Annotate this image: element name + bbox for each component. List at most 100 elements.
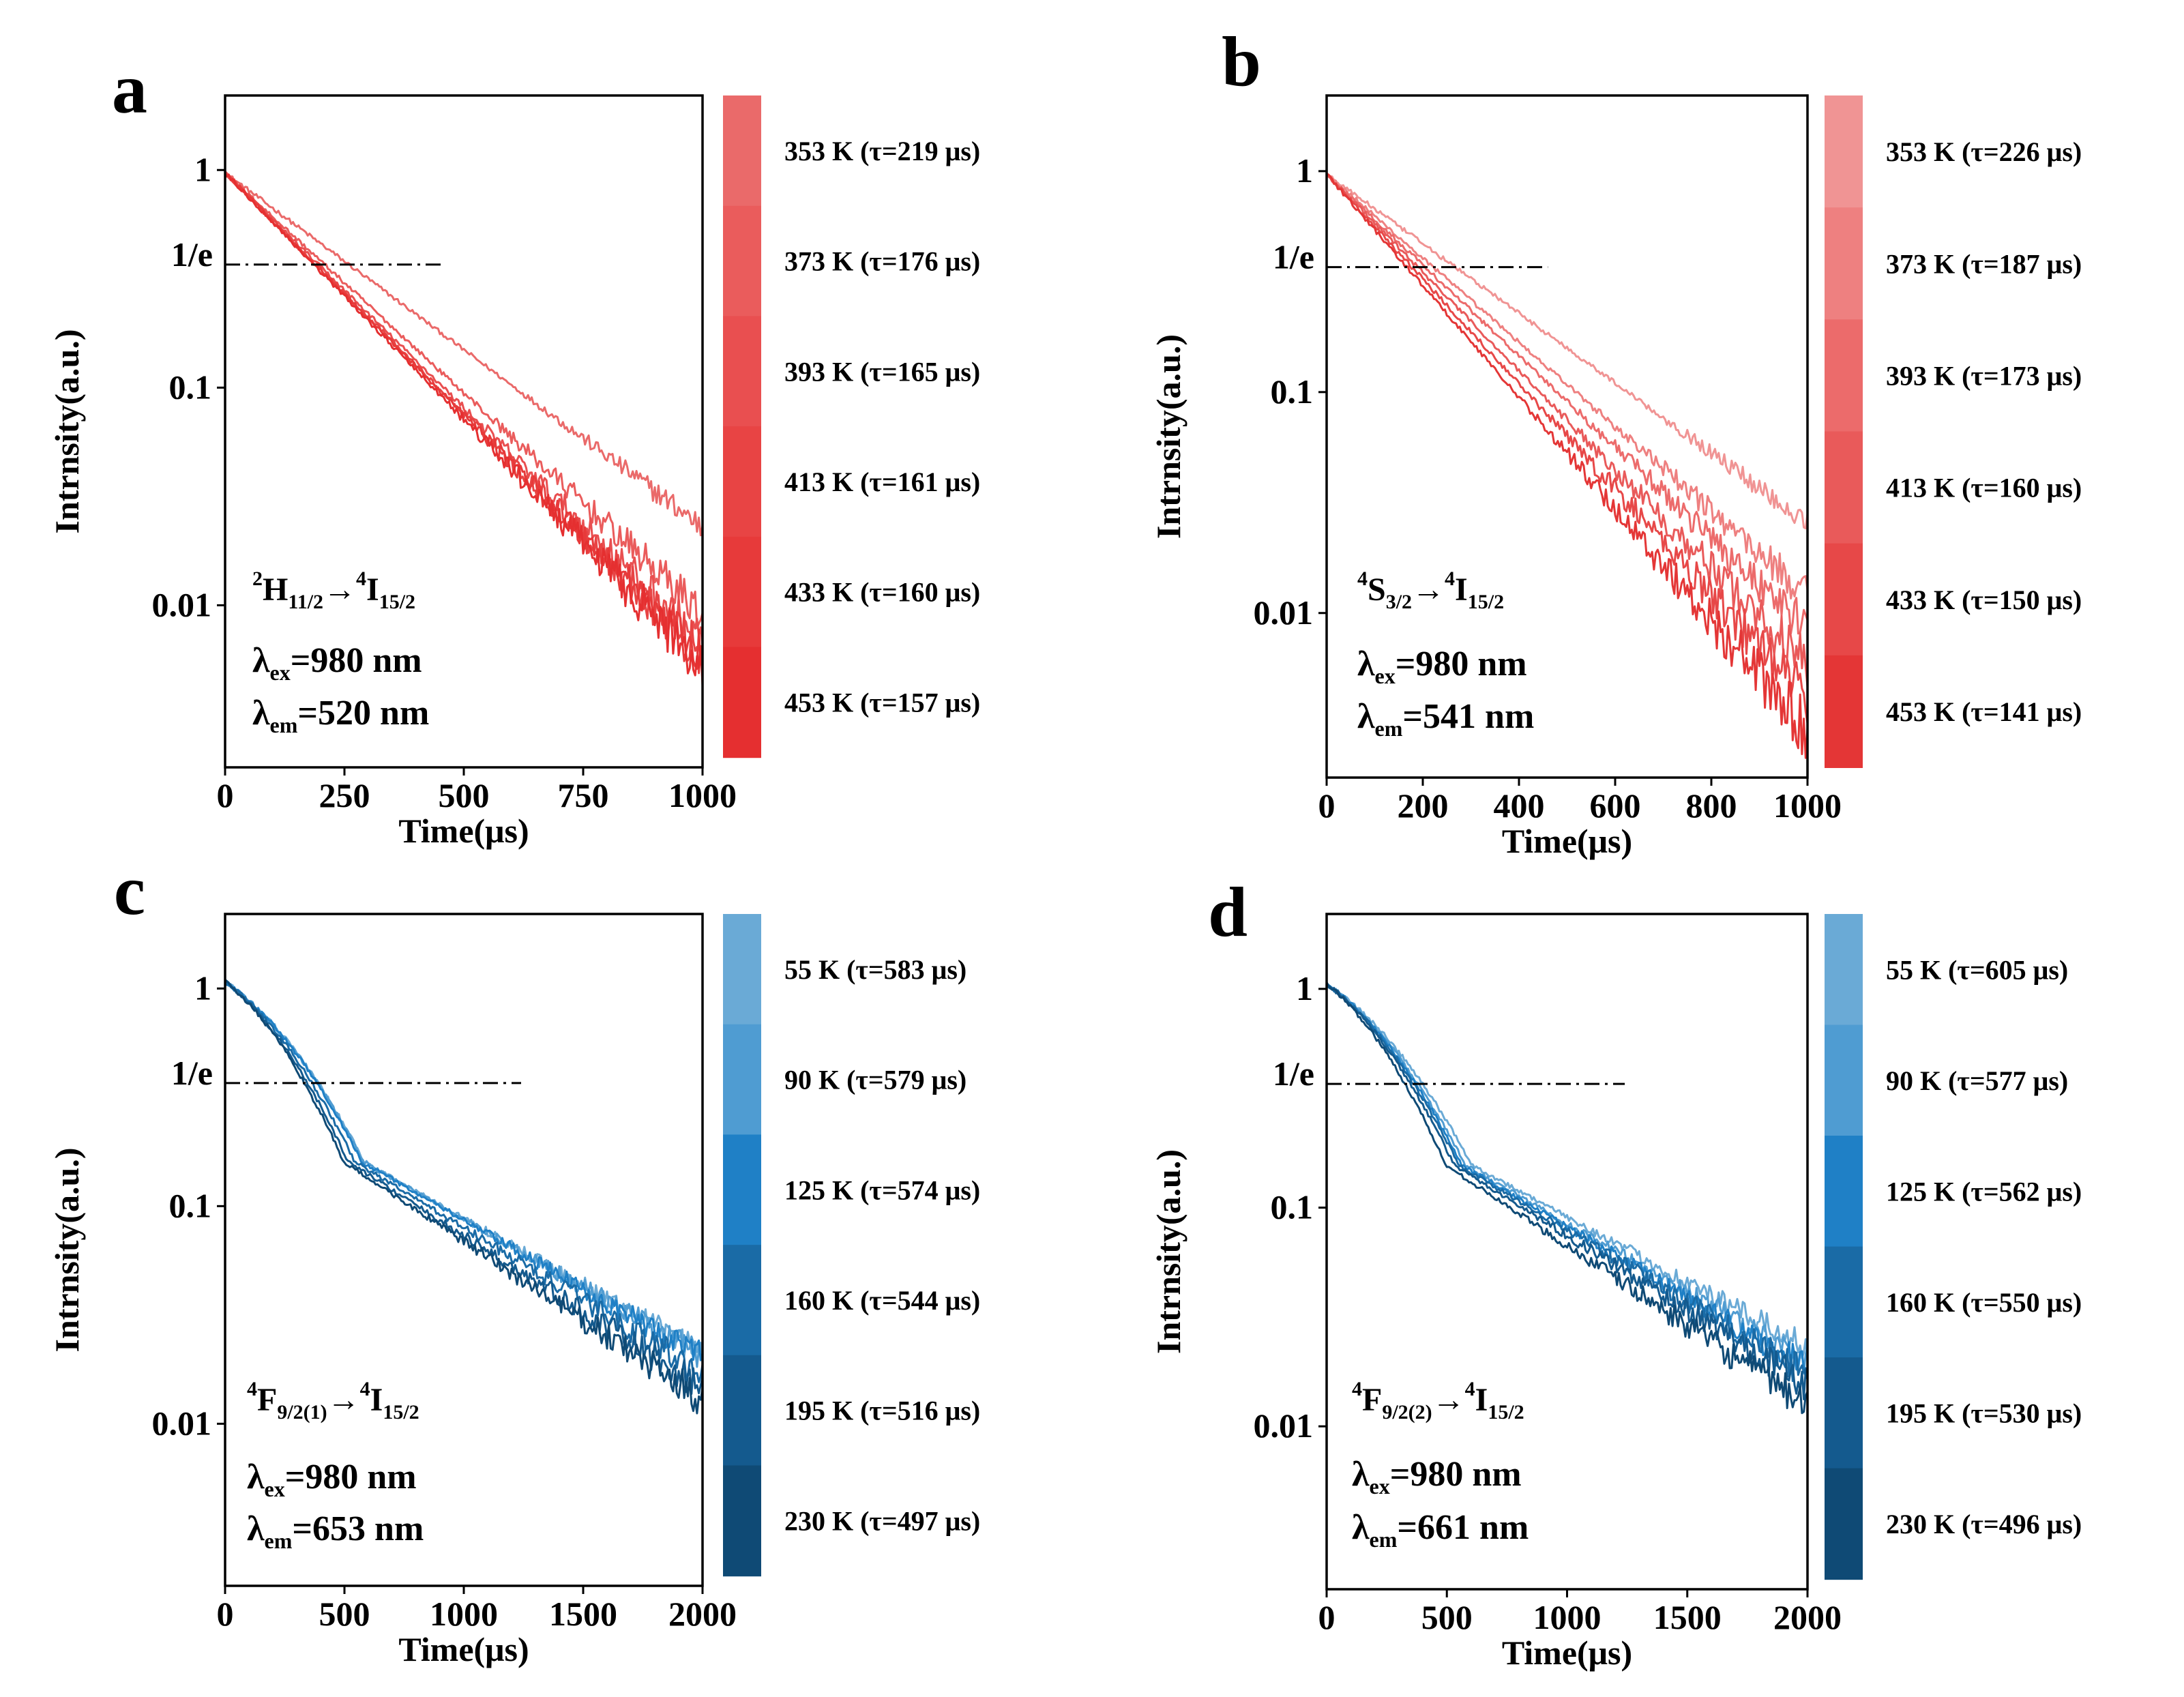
lambda-value: =653 nm: [292, 1509, 424, 1548]
lambda-symbol: λ: [1352, 1508, 1370, 1547]
plot-frame: [1325, 94, 1809, 779]
transition-lower-sub: 15/2: [379, 591, 415, 613]
x-tick-label: 1500: [1653, 1598, 1722, 1636]
x-tick-label: 800: [1686, 786, 1737, 825]
y-tick-label: 0.1: [1271, 372, 1314, 411]
lambda-symbol: λ: [1352, 1455, 1370, 1494]
legend-entry-2: 373 K (τ=176 μs): [784, 246, 980, 277]
transition-upper-sub: 9/2(1): [277, 1401, 327, 1423]
y-tick-label: 0.01: [1254, 1406, 1314, 1445]
panel-letter: d: [1208, 873, 1248, 951]
legend-entry-6: 230 K (τ=496 μs): [1886, 1509, 2082, 1539]
lambda-symbol: λ: [1357, 697, 1375, 736]
lambda-subscript: ex: [270, 660, 291, 685]
legend-entry-1: 353 K (τ=226 μs): [1886, 136, 2082, 167]
series-group: [225, 979, 703, 1415]
x-tick-label: 1500: [549, 1595, 617, 1633]
legend-swatch-2: [1825, 207, 1863, 321]
panel-a: a 1/e 1 0.1 0.01 0 250 500 750 1000 Time(μs) Intrns…: [48, 50, 980, 850]
legend-entry-4: 413 K (τ=160 μs): [1886, 473, 2082, 503]
transition-lower-sup: 4: [1445, 567, 1455, 590]
y-tick-label: 0.01: [152, 1404, 212, 1442]
legend-swatch-1: [1825, 95, 1863, 209]
transition-lower-sub: 15/2: [1468, 591, 1504, 613]
transition-lower-sup: 4: [1465, 1378, 1475, 1400]
legend-swatch-2: [1825, 1024, 1863, 1137]
transition-upper: F: [257, 1382, 277, 1418]
reference-label: 1/e: [1273, 238, 1314, 276]
transition-upper-sub: 3/2: [1386, 591, 1412, 613]
series-line-5: [225, 173, 703, 670]
lambda-ex-label: λex=980 nm: [1352, 1455, 1522, 1499]
legend-swatch-2: [723, 205, 761, 317]
x-tick-label: 250: [319, 776, 370, 814]
legend-swatch-3: [1825, 319, 1863, 432]
transition-label: 4F9/2(2)→4I15/2: [1352, 1378, 1524, 1423]
lambda-subscript: em: [270, 713, 298, 737]
legend-swatch-4: [723, 1245, 761, 1356]
legend-color-strip: [723, 95, 761, 758]
x-tick-label: 1000: [430, 1595, 498, 1633]
y-tick-label: 0.1: [169, 1186, 212, 1224]
x-axis-label: Time(μs): [398, 1630, 529, 1668]
legend-entry-5: 195 K (τ=530 μs): [1886, 1398, 2082, 1428]
transition-lower: I: [366, 572, 379, 608]
legend-swatch-2: [723, 1024, 761, 1136]
lambda-value: =520 nm: [297, 694, 429, 733]
series-line-2: [225, 173, 703, 630]
legend-color-strip: [1825, 95, 1863, 768]
lambda-symbol: λ: [1357, 645, 1375, 683]
x-tick-label: 400: [1494, 786, 1545, 825]
transition-label: 2H11/2→4I15/2: [252, 567, 415, 613]
lambda-subscript: em: [1375, 716, 1403, 741]
reference-label: 1/e: [1273, 1054, 1314, 1093]
transition-upper: H: [263, 572, 288, 608]
series-line-4: [1327, 984, 1807, 1383]
lambda-subscript: ex: [1370, 1474, 1390, 1499]
transition-arrow: →: [1432, 1382, 1465, 1418]
y-tick-label: 0.1: [1271, 1187, 1314, 1226]
legend-entry-6: 453 K (τ=157 μs): [784, 687, 980, 718]
x-tick-label: 2000: [1773, 1598, 1842, 1636]
legend-swatch-1: [723, 95, 761, 207]
x-tick-label: 2000: [668, 1595, 737, 1633]
y-tick-label: 0.1: [169, 368, 212, 406]
legend-swatch-6: [723, 647, 761, 758]
y-axis-label: Intrnsity(a.u.): [1149, 334, 1187, 539]
transition-label: 4S3/2→4I15/2: [1357, 567, 1504, 613]
lambda-value: =980 nm: [1390, 1455, 1522, 1494]
transition-upper-sup: 4: [1352, 1378, 1362, 1400]
x-tick-label: 0: [1318, 786, 1336, 825]
series-line-6: [1327, 982, 1807, 1415]
lambda-subscript: ex: [1375, 664, 1396, 688]
legend-swatch-1: [1825, 914, 1863, 1026]
x-tick-label: 1000: [1773, 786, 1842, 825]
series-line-2: [1327, 984, 1807, 1375]
transition-label: 4F9/2(1)→4I15/2: [247, 1378, 419, 1423]
legend-color-strip: [1825, 914, 1863, 1580]
transition-arrow: →: [323, 572, 356, 608]
transition-upper: F: [1362, 1382, 1382, 1418]
series-line-3: [1327, 982, 1807, 1380]
y-tick-label: 0.01: [152, 585, 212, 623]
legend-entry-4: 413 K (τ=161 μs): [784, 467, 980, 497]
transition-lower-sup: 4: [360, 1378, 370, 1400]
legend-swatch-4: [1825, 431, 1863, 544]
legend-entry-1: 55 K (τ=605 μs): [1886, 954, 2068, 985]
legend-swatch-6: [1825, 1468, 1863, 1580]
x-tick-label: 500: [1421, 1598, 1473, 1636]
transition-upper-sub: 11/2: [288, 591, 323, 613]
lambda-value: =980 nm: [285, 1458, 417, 1496]
legend-swatch-4: [723, 426, 761, 537]
x-tick-label: 0: [217, 1595, 234, 1633]
legend-entry-2: 373 K (τ=187 μs): [1886, 248, 2082, 279]
x-tick-label: 1000: [668, 776, 737, 814]
x-tick-label: 500: [319, 1595, 370, 1633]
legend-entry-5: 433 K (τ=150 μs): [1886, 585, 2082, 615]
transition-upper: S: [1368, 572, 1386, 608]
series-line-5: [225, 979, 703, 1396]
transition-upper-sub: 9/2(2): [1382, 1401, 1432, 1423]
y-axis-label: Intrnsity(a.u.): [48, 1147, 86, 1352]
y-axis-label: Intrnsity(a.u.): [48, 329, 86, 533]
transition-upper-sup: 4: [247, 1378, 257, 1400]
